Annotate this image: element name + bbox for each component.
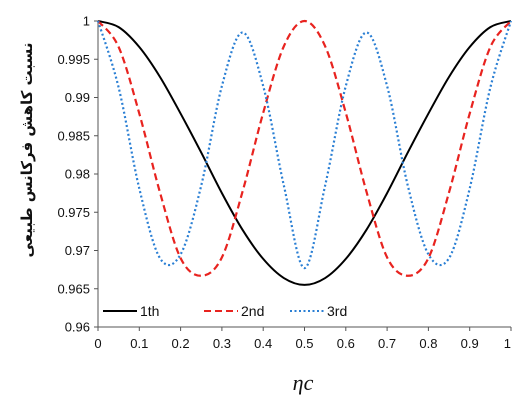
y-tick-labels: 0.96 0.965 0.97 0.975 0.98 0.985 0.99 0.995 1	[57, 14, 90, 335]
series-lines	[96, 19, 512, 286]
legend-label-1th: 1th	[140, 303, 159, 319]
y-tick-label: 0.995	[57, 52, 90, 67]
x-axis-label: ηc	[293, 370, 314, 395]
y-tick-label: 1	[83, 14, 90, 29]
y-axis-label: نسبت کاهش فرکانس طبیعی	[18, 43, 36, 258]
x-tick-label: 0.2	[172, 336, 190, 351]
series-line-2nd	[97, 19, 512, 277]
x-tick-label: 0.7	[378, 336, 396, 351]
x-tick-labels: 0 0.1 0.2 0.3 0.4 0.5 0.6 0.7 0.8 0.9 1	[94, 336, 511, 351]
x-tick-label: 0.5	[295, 336, 313, 351]
legend-label-3rd: 3rd	[327, 303, 347, 319]
series-line-1th	[97, 20, 512, 286]
y-tick-label: 0.96	[65, 320, 90, 335]
x-tick-label: 0.4	[254, 336, 272, 351]
y-tick-label: 0.975	[57, 205, 90, 220]
y-tick-label: 0.99	[65, 90, 90, 105]
x-tick-label: 1	[504, 336, 511, 351]
y-tick-label: 0.98	[65, 167, 90, 182]
x-tick-label: 0.6	[337, 336, 355, 351]
x-tick-label: 0.8	[419, 336, 437, 351]
legend-label-2nd: 2nd	[241, 303, 264, 319]
x-tick-label: 0	[94, 336, 101, 351]
axes	[94, 20, 512, 331]
x-tick-label: 0.3	[213, 336, 231, 351]
legend: 1th 2nd 3rd	[103, 303, 347, 319]
y-tick-label: 0.985	[57, 128, 90, 143]
x-tick-label: 0.1	[130, 336, 148, 351]
y-tick-label: 0.97	[65, 243, 90, 258]
y-tick-label: 0.965	[57, 281, 90, 296]
series-line-3rd	[96, 20, 512, 270]
x-tick-label: 0.9	[461, 336, 479, 351]
